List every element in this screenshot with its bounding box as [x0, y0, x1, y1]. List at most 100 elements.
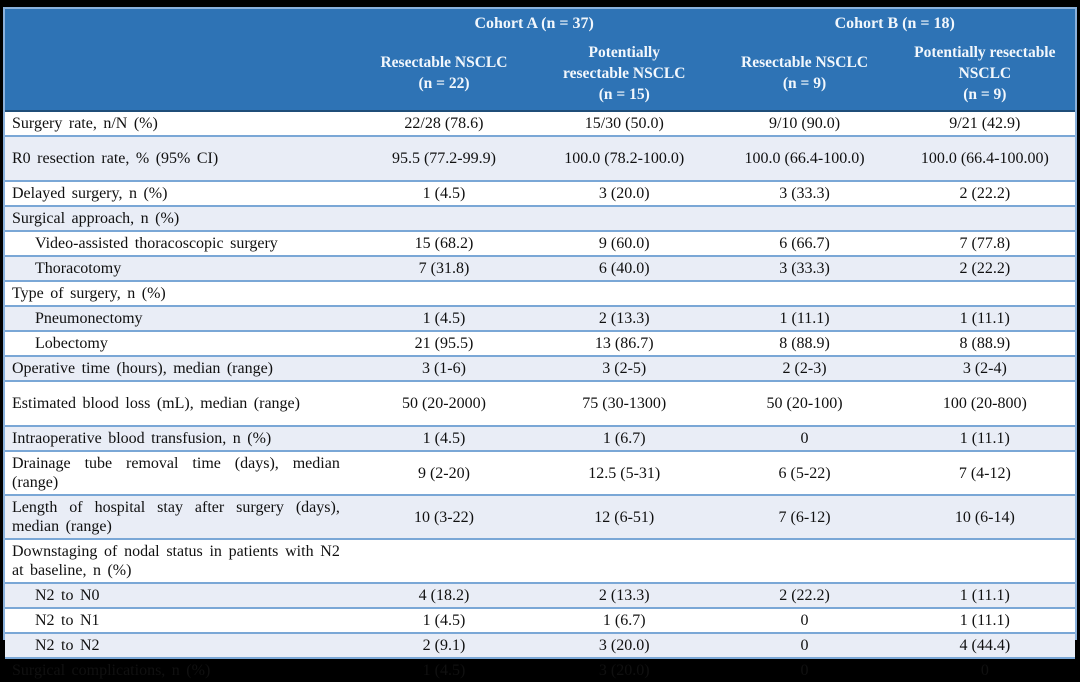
cell-value: 8 (88.9) [894, 330, 1075, 356]
row-label: Operative time (hours), median (range) [5, 355, 354, 381]
row-label: N2 to N0 [5, 582, 354, 608]
row-label: Downstaging of nodal status in patients … [5, 538, 354, 583]
surgery-outcomes-table: Cohort A (n = 37) Cohort B (n = 18) Rese… [3, 7, 1077, 682]
col-header-cohort-b-resectable: Resectable NSCLC (n = 9) [714, 36, 895, 112]
table-row: Lobectomy 21 (95.5) 13 (86.7) 8 (88.9) 8… [5, 330, 1075, 356]
cell-value: 1 (4.5) [353, 305, 535, 331]
cohort-b-header: Cohort B (n = 18) [714, 9, 1075, 36]
cell-value [714, 538, 895, 583]
cell-value: 3 (33.3) [714, 255, 895, 281]
table-row: Intraoperative blood transfusion, n (%) … [5, 425, 1075, 451]
cell-value [353, 280, 535, 306]
cell-value [353, 205, 535, 231]
cell-value: 1 (6.7) [534, 607, 715, 633]
row-label: Intraoperative blood transfusion, n (%) [5, 425, 354, 451]
cell-value: 10 (3-22) [353, 494, 535, 539]
cell-value: 1 (4.5) [353, 425, 535, 451]
table-row: Operative time (hours), median (range) 3… [5, 355, 1075, 381]
cell-value [534, 538, 715, 583]
cohort-header-row: Cohort A (n = 37) Cohort B (n = 18) [5, 9, 1075, 36]
col-header-cohort-a-resectable: Resectable NSCLC (n = 22) [353, 36, 535, 112]
row-label: Surgery rate, n/N (%) [12, 115, 158, 132]
row-label: R0 resection rate, % (95% CI) [5, 135, 354, 181]
cell-value: 3 (33.3) [714, 180, 895, 206]
cell-value [534, 205, 715, 231]
table-row: Drainage tube removal time (days), media… [5, 450, 1075, 495]
table-header: Cohort A (n = 37) Cohort B (n = 18) Rese… [5, 9, 1075, 112]
cell-value: 9 (60.0) [534, 230, 715, 256]
table-row: Type of surgery, n (%) [5, 280, 1075, 306]
row-label: Thoracotomy [5, 255, 354, 281]
cell-value: 3 (2-5) [534, 355, 715, 381]
cell-value: 100 (20-800) [894, 380, 1075, 426]
cell-value: 0 [714, 632, 895, 658]
cell-value: 1 (11.1) [894, 425, 1075, 451]
row-label: Length of hospital stay after surgery (d… [5, 494, 354, 539]
cell-value: 75 (30-1300) [534, 380, 715, 426]
header-corner-cell-2 [5, 36, 354, 112]
cell-value: 2 (22.2) [894, 255, 1075, 281]
table-row: Surgery rate, n/N (%) 22/28 (78.6) 15/30… [5, 111, 1075, 136]
cell-value [353, 538, 535, 583]
cell-value: 1 (4.5) [353, 180, 535, 206]
cell-value: 2 (13.3) [534, 305, 715, 331]
cell-value: 9/10 (90.0) [768, 115, 841, 132]
table-row: Estimated blood loss (mL), median (range… [5, 380, 1075, 426]
cohort-a-header: Cohort A (n = 37) [353, 9, 715, 36]
cell-value: 15 (68.2) [353, 230, 535, 256]
cell-value: 6 (66.7) [714, 230, 895, 256]
table-row: Surgical approach, n (%) [5, 205, 1075, 231]
table-row: Downstaging of nodal status in patients … [5, 538, 1075, 583]
column-header-row: Resectable NSCLC (n = 22) Potentially re… [5, 36, 1075, 112]
table-row: N2 to N1 1 (4.5) 1 (6.7) 0 1 (11.1) [5, 607, 1075, 633]
col-header-cohort-a-potentially-resectable: Potentially resectable NSCLC (n = 15) [534, 36, 715, 112]
cell-value [534, 280, 715, 306]
cell-value: 15/30 (50.0) [584, 115, 664, 132]
cell-value: 3 (20.0) [534, 632, 715, 658]
cell-value: 0 [894, 657, 1075, 682]
cell-value: 9/21 (42.9) [949, 115, 1021, 132]
cell-value: 4 (18.2) [353, 582, 535, 608]
cell-value: 6 (40.0) [534, 255, 715, 281]
cell-value [714, 280, 895, 306]
cell-value: 8 (88.9) [714, 330, 895, 356]
cell-value: 4 (44.4) [894, 632, 1075, 658]
cell-value: 12 (6-51) [534, 494, 715, 539]
cell-value [714, 205, 895, 231]
cell-value: 7 (77.8) [894, 230, 1075, 256]
row-label: Lobectomy [5, 330, 354, 356]
cell-value: 95.5 (77.2-99.9) [353, 135, 535, 181]
cell-value: 0 [714, 607, 895, 633]
data-table: Cohort A (n = 37) Cohort B (n = 18) Rese… [5, 9, 1075, 682]
row-label: Video-assisted thoracoscopic surgery [5, 230, 354, 256]
cell-value: 1 (11.1) [894, 607, 1075, 633]
cell-value: 3 (20.0) [534, 180, 715, 206]
row-label: N2 to N2 [5, 632, 354, 658]
table-row: Length of hospital stay after surgery (d… [5, 494, 1075, 539]
cell-value: 9 (2-20) [353, 450, 535, 495]
cell-value: 1 (11.1) [894, 582, 1075, 608]
cell-value: 100.0 (78.2-100.0) [534, 135, 715, 181]
row-label: Surgical complications, n (%) [5, 657, 354, 682]
table-row: R0 resection rate, % (95% CI) 95.5 (77.2… [5, 135, 1075, 181]
table-row: N2 to N2 2 (9.1) 3 (20.0) 0 4 (44.4) [5, 632, 1075, 658]
row-label: Drainage tube removal time (days), media… [5, 450, 354, 495]
cell-value: 1 (4.5) [353, 657, 535, 682]
cell-value: 3 (1-6) [353, 355, 535, 381]
cell-value: 2 (2-3) [714, 355, 895, 381]
cell-value: 21 (95.5) [353, 330, 535, 356]
table-row: Surgical complications, n (%) 1 (4.5) 3 … [5, 657, 1075, 682]
cell-value: 2 (9.1) [353, 632, 535, 658]
cell-value: 13 (86.7) [534, 330, 715, 356]
table-body: Surgery rate, n/N (%) 22/28 (78.6) 15/30… [5, 111, 1075, 682]
table-row: Delayed surgery, n (%) 1 (4.5) 3 (20.0) … [5, 180, 1075, 206]
cell-value: 3 (2-4) [894, 355, 1075, 381]
cell-value: 2 (22.2) [894, 180, 1075, 206]
cell-value: 50 (20-100) [714, 380, 895, 426]
table-row: N2 to N0 4 (18.2) 2 (13.3) 2 (22.2) 1 (1… [5, 582, 1075, 608]
col-header-cohort-b-potentially-resectable: Potentially resectable NSCLC (n = 9) [894, 36, 1075, 112]
cell-value: 22/28 (78.6) [404, 115, 484, 132]
cell-value: 10 (6-14) [894, 494, 1075, 539]
cell-value: 0 [714, 425, 895, 451]
cell-value: 100.0 (66.4-100.00) [894, 135, 1075, 181]
